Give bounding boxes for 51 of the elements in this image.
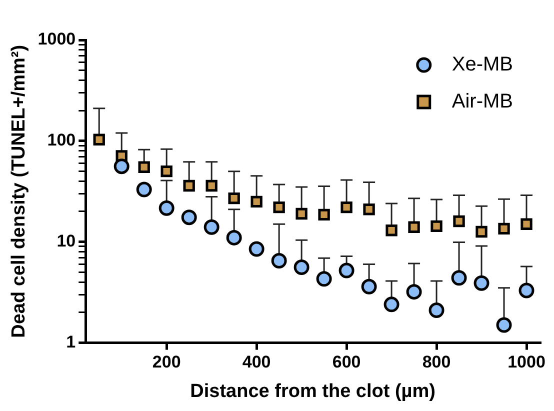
point bbox=[428, 302, 444, 318]
point bbox=[406, 284, 422, 300]
point bbox=[318, 208, 330, 221]
point bbox=[451, 270, 467, 286]
point bbox=[340, 201, 352, 214]
point bbox=[114, 158, 130, 174]
point bbox=[498, 222, 510, 235]
point bbox=[183, 180, 195, 192]
y-axis-title: Dead cell density (TUNEL+/mm²) bbox=[8, 44, 30, 338]
point bbox=[248, 241, 264, 257]
y-tick-label: 1 bbox=[66, 332, 76, 352]
point bbox=[520, 218, 532, 230]
x-tick-label: 800 bbox=[422, 352, 451, 372]
x-tick-label: 600 bbox=[332, 352, 361, 372]
point bbox=[496, 317, 512, 333]
y-tick-label: 1000 bbox=[38, 30, 76, 49]
point bbox=[474, 275, 490, 291]
point bbox=[386, 224, 398, 236]
point bbox=[518, 282, 534, 298]
point bbox=[250, 196, 262, 208]
point bbox=[271, 253, 287, 268]
point bbox=[296, 208, 308, 220]
point bbox=[476, 226, 488, 238]
point bbox=[136, 182, 152, 198]
point bbox=[316, 271, 332, 287]
point bbox=[228, 192, 240, 204]
point bbox=[158, 200, 174, 216]
point bbox=[384, 296, 400, 312]
point bbox=[294, 260, 310, 276]
point bbox=[408, 221, 420, 233]
legend-label: Xe-MB bbox=[452, 54, 513, 76]
point bbox=[138, 161, 150, 173]
x-tick-label: 1000 bbox=[508, 352, 546, 372]
y-tick-label: 100 bbox=[47, 130, 76, 150]
point bbox=[226, 230, 242, 246]
point bbox=[430, 220, 442, 232]
point bbox=[206, 180, 218, 192]
x-tick-label: 200 bbox=[152, 352, 181, 372]
point bbox=[363, 204, 375, 216]
point bbox=[160, 165, 172, 178]
x-axis-title: Distance from the clot (µm) bbox=[190, 380, 436, 402]
point bbox=[273, 201, 285, 214]
point bbox=[181, 210, 197, 226]
point bbox=[453, 215, 465, 228]
x-tick-label: 400 bbox=[242, 352, 271, 372]
point bbox=[361, 278, 377, 294]
y-tick-label: 10 bbox=[56, 232, 76, 251]
legend-label: Air-MB bbox=[452, 90, 513, 113]
point bbox=[338, 262, 354, 278]
point bbox=[204, 219, 220, 235]
point bbox=[93, 134, 105, 146]
